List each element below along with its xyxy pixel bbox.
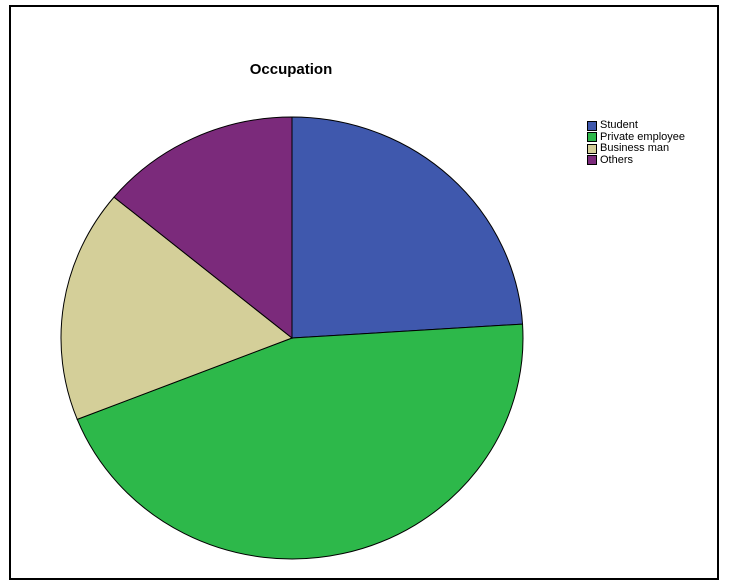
legend-label: Private employee	[600, 130, 685, 143]
legend-swatch	[587, 132, 597, 143]
legend-item: Student	[587, 119, 685, 132]
pie-slice-private-employee	[76, 323, 524, 560]
chart-title: Occupation	[249, 61, 333, 78]
pie-slice-business-man	[60, 196, 294, 420]
pie-chart	[60, 116, 524, 560]
legend-swatch	[587, 143, 597, 154]
legend-label: Student	[600, 119, 638, 131]
legend-swatch	[587, 120, 597, 131]
pie-slices	[60, 116, 524, 560]
legend: Student Private employee Business man Other…	[587, 119, 685, 167]
legend-item: Others	[587, 153, 685, 167]
legend-item: Business man	[587, 142, 685, 155]
pie-slice-others	[113, 116, 293, 340]
legend-item: Private employee	[587, 130, 685, 144]
legend-label: Business man	[600, 142, 670, 154]
legend-label: Others	[600, 153, 634, 166]
legend-swatch	[587, 155, 597, 166]
pie-slice-student	[291, 116, 524, 339]
